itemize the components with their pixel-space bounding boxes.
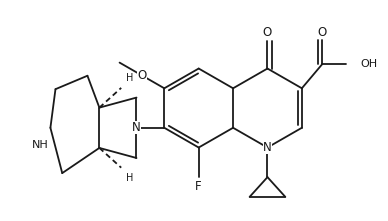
Text: O: O [318,26,327,39]
Text: O: O [137,69,147,82]
Text: N: N [263,141,272,154]
Text: H: H [126,173,133,183]
Text: F: F [196,179,202,192]
Text: OH: OH [360,59,377,69]
Text: NH: NH [32,140,49,150]
Text: N: N [132,121,141,134]
Text: H: H [126,73,133,83]
Text: O: O [263,27,272,40]
